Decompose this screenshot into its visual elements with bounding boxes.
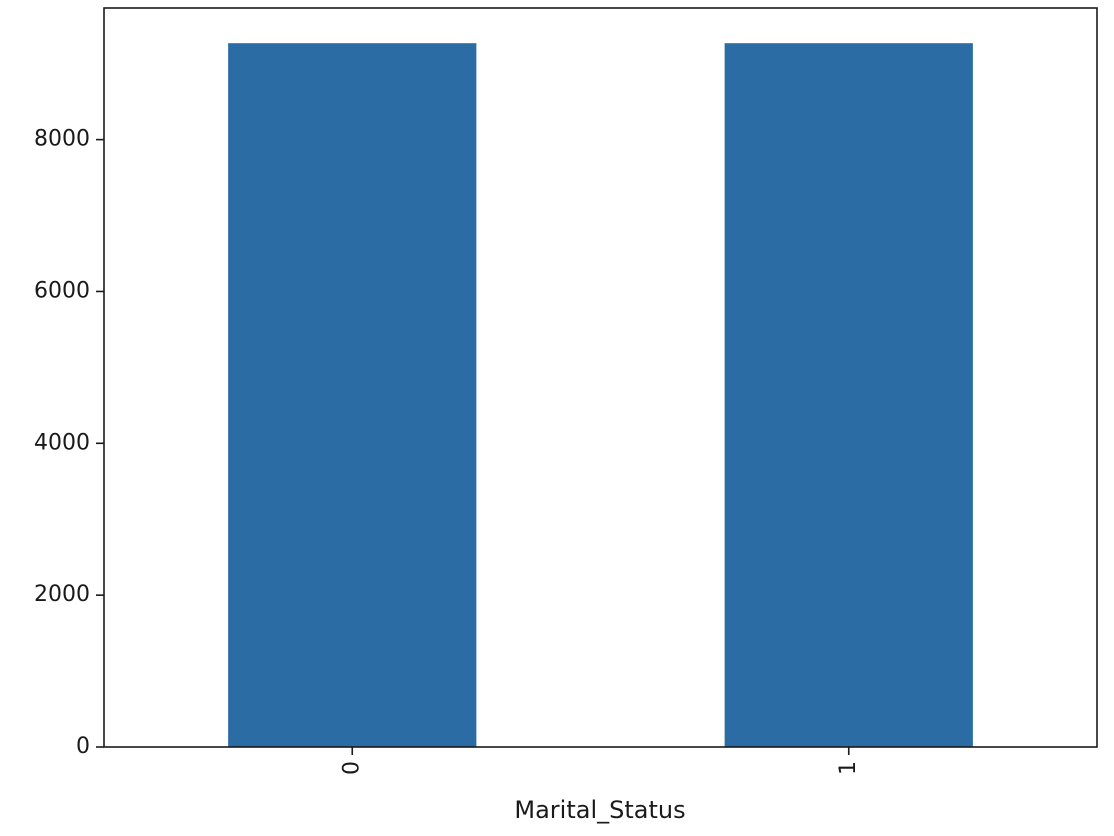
bars-layer	[228, 43, 973, 747]
y-tick-label-0: 0	[76, 734, 90, 759]
x-tick-label-1: 1	[836, 761, 861, 775]
x-axis-label: Marital_Status	[514, 796, 685, 824]
plot-frame	[103, 7, 1098, 748]
bar-1	[724, 43, 973, 747]
y-tick-label-2000: 2000	[34, 582, 90, 607]
y-tick-label-4000: 4000	[34, 430, 90, 455]
ticks-layer: 0 1 0 2000 4000 6000 8000	[34, 127, 861, 775]
x-tick-label-0: 0	[339, 761, 364, 775]
bar-0	[228, 43, 477, 747]
y-tick-label-6000: 6000	[34, 278, 90, 303]
y-tick-label-8000: 8000	[34, 127, 90, 152]
